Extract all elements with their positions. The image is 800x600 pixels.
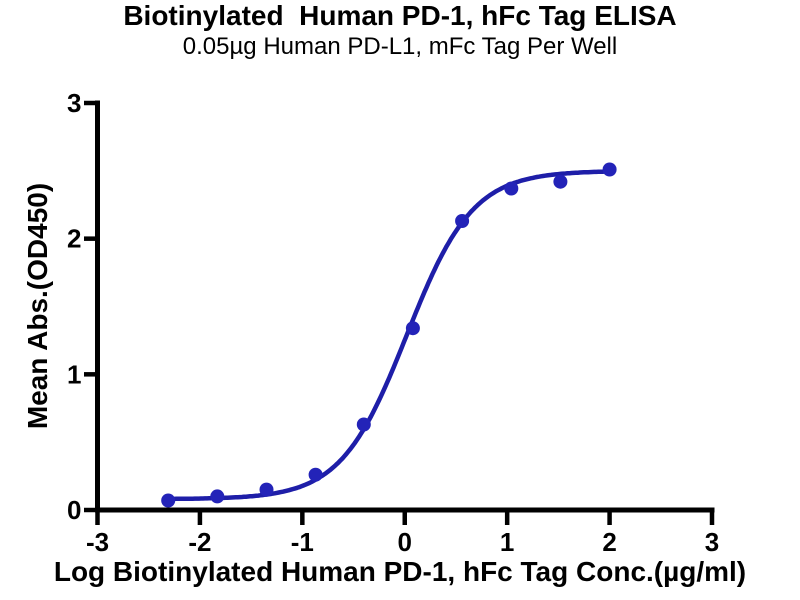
data-point: [504, 181, 519, 196]
y-tick-label: 0: [67, 495, 81, 525]
data-point: [602, 162, 617, 177]
fit-curve: [165, 169, 612, 502]
x-tick-label: -3: [86, 527, 109, 557]
x-tick-label: 2: [602, 527, 616, 557]
x-axis-title: Log Biotinylated Human PD-1, hFc Tag Con…: [53, 556, 747, 587]
data-point: [210, 489, 225, 504]
x-tick-label: 0: [398, 527, 412, 557]
data-point: [161, 493, 176, 508]
data-point: [405, 321, 420, 336]
x-tick-label: 3: [705, 527, 719, 557]
data-point: [553, 174, 568, 189]
chart-title: Biotinylated Human PD-1, hFc Tag ELISA: [123, 0, 677, 31]
y-tick-label: 2: [67, 224, 81, 254]
data-point: [455, 214, 470, 228]
x-tick-label: -2: [188, 527, 211, 557]
x-tick-label: -1: [291, 527, 314, 557]
data-point: [308, 467, 323, 482]
x-tick-label: 1: [500, 527, 514, 557]
y-tick-label: 3: [67, 88, 81, 118]
chart-subtitle: 0.05µg Human PD-L1, mFc Tag Per Well: [182, 33, 618, 60]
data-point: [259, 482, 274, 497]
y-tick-label: 1: [67, 359, 81, 389]
data-point: [356, 417, 371, 432]
